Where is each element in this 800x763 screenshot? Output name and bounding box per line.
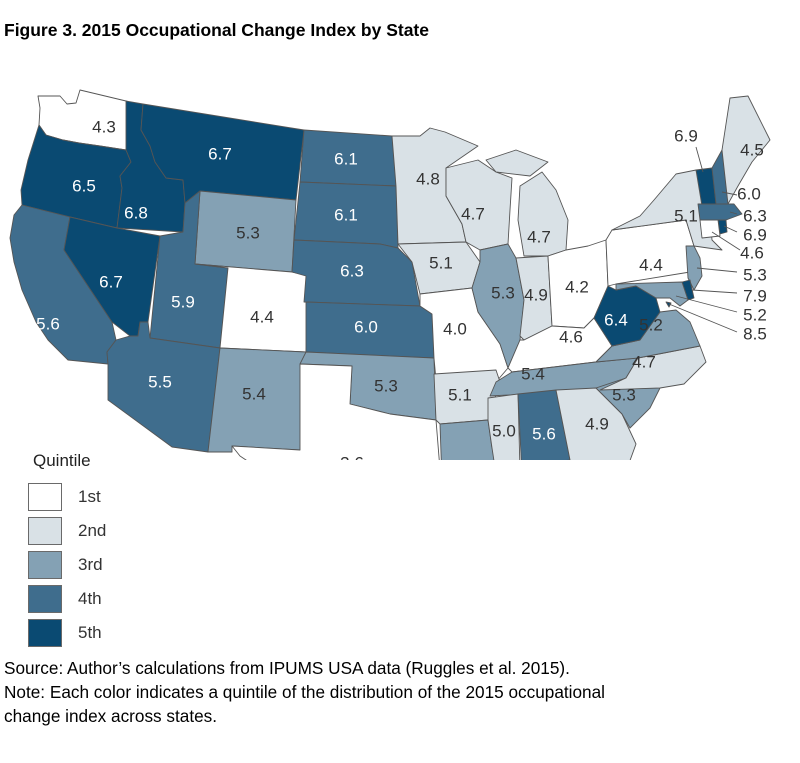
legend-swatch — [28, 585, 62, 613]
leader-line-de — [691, 289, 738, 294]
state-value-label-vt: 6.9 — [674, 126, 698, 145]
state-value-label-sd: 6.1 — [334, 205, 358, 224]
legend-title: Quintile — [33, 451, 91, 470]
state-value-label-ne: 6.3 — [340, 261, 364, 280]
state-value-label-ar: 5.1 — [448, 385, 472, 404]
state-value-label-or: 6.5 — [72, 176, 96, 195]
source-text: Source: Author’s calculations from IPUMS… — [4, 658, 570, 678]
state-value-label-wy: 5.3 — [236, 223, 260, 242]
state-value-label-mn: 4.8 — [416, 169, 440, 188]
state-value-label-ny: 5.1 — [674, 206, 698, 225]
leader-line-ri — [723, 225, 738, 233]
leader-line-vt — [695, 146, 704, 173]
state-value-label-wi: 4.7 — [461, 204, 485, 223]
state-value-label-me: 4.5 — [740, 140, 764, 159]
state-value-label-il: 5.3 — [491, 283, 515, 302]
legend-label: 1st — [78, 487, 101, 506]
leader-line-ct — [711, 231, 741, 251]
state-value-label-mo: 4.0 — [443, 319, 467, 338]
state-value-label-ky: 4.6 — [559, 327, 583, 346]
state-value-label-oh: 4.2 — [565, 277, 589, 296]
state-value-label-nv: 6.7 — [99, 272, 123, 291]
state-value-labels: 4.3 6.5 5.6 6.8 6.7 6.7 5.3 5.9 5.5 4.4 5.4 6.1 6.1 6… — [36, 117, 767, 460]
state-value-label-co: 4.4 — [250, 307, 274, 326]
state-value-label-nj: 5.3 — [743, 265, 767, 284]
legend-label: 2nd — [78, 521, 107, 540]
state-pa — [605, 219, 695, 287]
legend-label: 4th — [78, 589, 102, 608]
state-value-label-ct: 4.6 — [740, 243, 764, 262]
state-value-label-nd: 6.1 — [334, 149, 358, 168]
state-value-label-dc: 8.5 — [743, 324, 767, 343]
state-value-label-de: 7.9 — [743, 286, 767, 305]
state-value-label-ms: 5.0 — [492, 421, 516, 440]
figure-title: Figure 3. 2015 Occupational Change Index… — [4, 20, 429, 40]
state-value-label-mt: 6.7 — [208, 144, 232, 163]
state-me — [721, 95, 771, 205]
leader-line-nh — [721, 191, 738, 196]
leader-line-md — [675, 295, 738, 313]
state-mt — [140, 103, 305, 204]
state-value-label-ga: 4.9 — [585, 414, 609, 433]
note-text: Note: Each color indicates a quintile of… — [4, 682, 605, 702]
state-value-label-va: 5.2 — [639, 315, 663, 334]
leader-line-nj — [696, 267, 738, 273]
state-value-label-ri: 6.9 — [743, 225, 767, 244]
legend-label: 5th — [78, 623, 102, 642]
state-value-label-pa: 4.4 — [639, 255, 663, 274]
state-value-label-mi: 4.7 — [527, 227, 551, 246]
state-value-label-ks: 6.0 — [354, 317, 378, 336]
state-value-label-sc: 5.3 — [612, 385, 636, 404]
state-value-label-ca: 5.6 — [36, 314, 60, 333]
state-value-label-tx: 3.6 — [340, 453, 364, 460]
legend-label: 3rd — [78, 555, 103, 574]
state-value-label-ia: 5.1 — [429, 253, 453, 272]
state-value-label-in: 4.9 — [524, 285, 548, 304]
state-dc — [665, 301, 672, 308]
leader-lines — [668, 146, 741, 333]
state-md — [615, 281, 689, 307]
legend-swatch — [28, 483, 62, 511]
state-tx — [231, 363, 440, 460]
state-value-label-wa: 4.3 — [92, 117, 116, 136]
state-value-label-ma: 6.3 — [743, 206, 767, 225]
figure-notes: Source: Author’s calculations from IPUMS… — [4, 656, 605, 728]
state-value-label-al: 5.6 — [532, 424, 556, 443]
state-value-label-tn: 5.4 — [521, 364, 545, 383]
note-text-continued: change index across states. — [4, 706, 218, 726]
state-value-label-az: 5.5 — [148, 372, 172, 391]
state-ma — [697, 203, 743, 221]
state-value-label-ok: 5.3 — [374, 376, 398, 395]
state-nc — [599, 345, 707, 391]
state-value-label-ut: 5.9 — [171, 292, 195, 311]
leader-line-dc — [668, 303, 738, 333]
state-value-label-md: 5.2 — [743, 305, 767, 324]
state-value-label-wv: 6.4 — [604, 310, 628, 329]
us-choropleth-map: 4.3 6.5 5.6 6.8 6.7 6.7 5.3 5.9 5.5 4.4 5.4 6.1 6.1 6… — [9, 89, 771, 460]
state-value-label-nm: 5.4 — [242, 384, 266, 403]
leader-line-ma — [729, 211, 738, 215]
state-value-label-nc: 4.7 — [632, 352, 656, 371]
legend-swatch — [28, 551, 62, 579]
state-nj — [685, 245, 703, 291]
legend-swatch — [28, 619, 62, 647]
state-value-label-nh: 6.0 — [737, 184, 761, 203]
state-value-label-id: 6.8 — [124, 203, 148, 222]
legend-swatch — [28, 517, 62, 545]
states-layer — [9, 89, 771, 460]
